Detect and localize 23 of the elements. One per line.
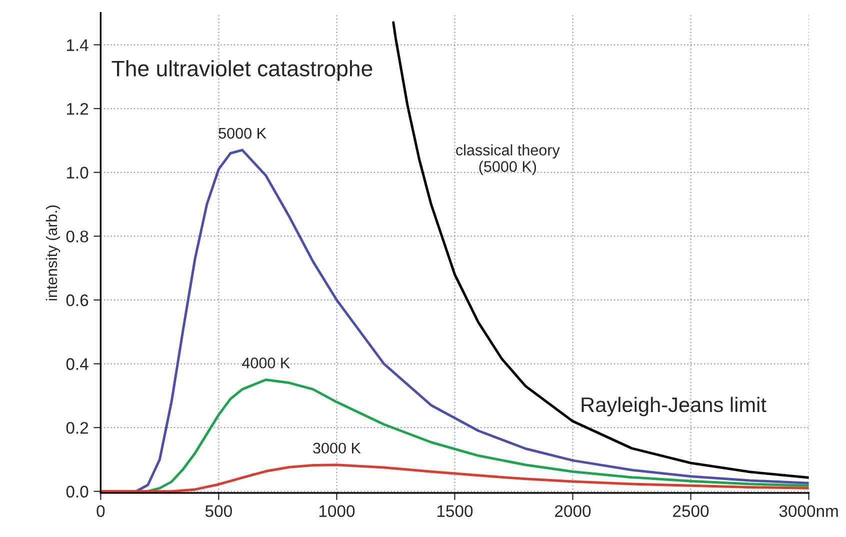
x-tick-label: 500 <box>205 505 232 518</box>
series-label: 4000 K <box>242 358 290 368</box>
y-axis-title: intensity (arb.) <box>46 205 60 300</box>
annotation: Rayleigh-Jeans limit <box>582 396 766 416</box>
y-tick-label: 0.2 <box>66 422 88 434</box>
y-tick-label: 0.6 <box>66 294 88 306</box>
y-tick-label: 0.0 <box>66 486 88 498</box>
x-tick-label: 3000nm <box>779 505 838 518</box>
x-tick-label: 0 <box>96 505 105 518</box>
line-series <box>392 21 809 479</box>
x-tick-label: 2000 <box>555 505 591 518</box>
x-tick-label: 1500 <box>437 505 473 518</box>
y-tick-label: 1.2 <box>66 102 88 115</box>
series-label: 5000 K <box>218 128 266 139</box>
series-label: 3000 K <box>313 442 361 454</box>
y-tick-label: 0.4 <box>66 358 88 370</box>
text: classical theory (5000 K) <box>456 144 560 175</box>
y-tick-label: 1.4 <box>66 39 88 51</box>
y-tick-label: 1.0 <box>66 166 88 179</box>
text: The ultraviolet catastrophe <box>112 60 372 81</box>
x-tick-label: 1000 <box>319 505 355 518</box>
x-tick-label: 2500 <box>673 505 709 518</box>
y-tick-label: 0.8 <box>66 230 88 242</box>
